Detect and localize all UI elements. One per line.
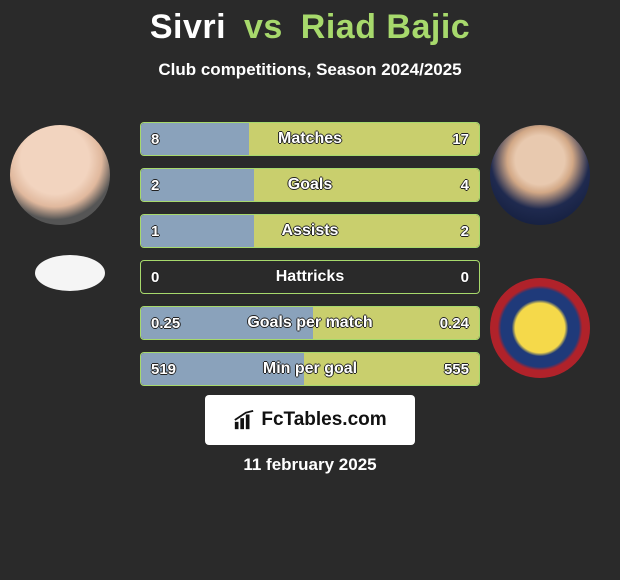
comparison-card: Sivri vs Riad Bajic Club competitions, S… (0, 0, 620, 580)
stat-value-left: 0 (151, 261, 159, 293)
player1-club-logo (35, 255, 105, 291)
stat-fill-left (141, 215, 254, 247)
stat-fill-left (141, 307, 313, 339)
stat-value-right: 0 (461, 261, 469, 293)
stat-fill-right (304, 353, 479, 385)
stat-fill-right (254, 169, 479, 201)
subtitle: Club competitions, Season 2024/2025 (0, 60, 620, 80)
stat-fill-left (141, 169, 254, 201)
player1-name: Sivri (150, 8, 226, 46)
stat-label: Hattricks (141, 261, 479, 293)
player2-name: Riad Bajic (301, 8, 470, 46)
stat-row: 0.250.24Goals per match (140, 306, 480, 340)
title: Sivri vs Riad Bajic (0, 8, 620, 47)
stat-fill-right (254, 215, 479, 247)
stat-row: 519555Min per goal (140, 352, 480, 386)
player2-club-logo (490, 278, 590, 378)
stat-fill-left (141, 123, 249, 155)
brand-badge: FcTables.com (205, 395, 415, 445)
stat-row: 0 0Hattricks (140, 260, 480, 294)
stat-row: 817Matches (140, 122, 480, 156)
vs-label: vs (244, 8, 283, 46)
stat-row: 24Goals (140, 168, 480, 202)
date-label: 11 february 2025 (0, 455, 620, 475)
stat-fill-right (249, 123, 479, 155)
stat-row: 12Assists (140, 214, 480, 248)
player1-avatar (10, 125, 110, 225)
chart-icon (233, 409, 255, 431)
stat-fill-right (313, 307, 479, 339)
brand-text: FcTables.com (261, 409, 386, 431)
stat-fill-left (141, 353, 304, 385)
stat-bars: 817Matches 24Goals 12Assists 0 0Hattricks 0.2… (140, 122, 480, 398)
player2-avatar (490, 125, 590, 225)
